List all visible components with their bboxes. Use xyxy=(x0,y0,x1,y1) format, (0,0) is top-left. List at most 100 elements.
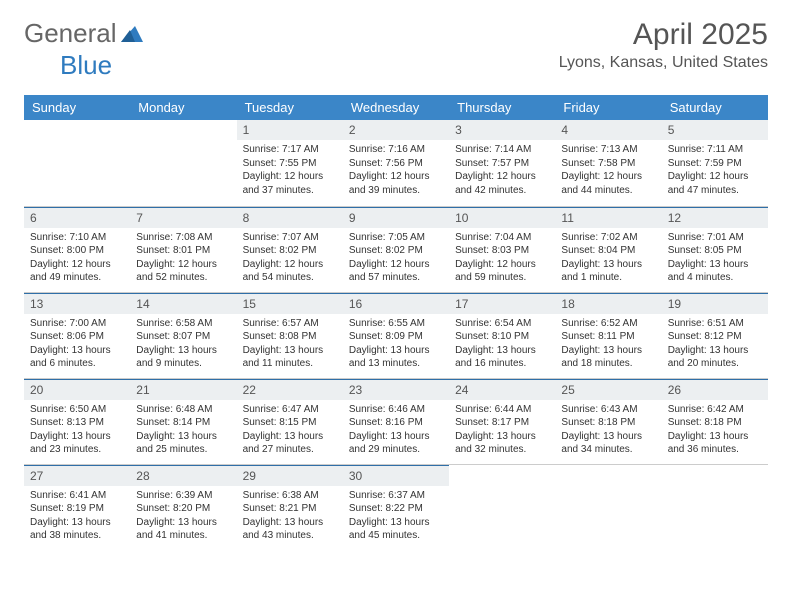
day-number: 19 xyxy=(662,293,768,314)
day-body: Sunrise: 7:04 AMSunset: 8:03 PMDaylight:… xyxy=(449,228,555,290)
calendar-cell: 28Sunrise: 6:39 AMSunset: 8:20 PMDayligh… xyxy=(130,464,236,550)
daylight-text-1: Daylight: 13 hours xyxy=(243,430,337,444)
day-number: 14 xyxy=(130,293,236,314)
day-body: Sunrise: 7:17 AMSunset: 7:55 PMDaylight:… xyxy=(237,140,343,202)
sunset-text: Sunset: 8:14 PM xyxy=(136,416,230,430)
sunset-text: Sunset: 8:08 PM xyxy=(243,330,337,344)
day-number: 18 xyxy=(555,293,661,314)
sunrise-text: Sunrise: 6:47 AM xyxy=(243,403,337,417)
day-number: 25 xyxy=(555,379,661,400)
day-header: Tuesday xyxy=(237,95,343,120)
calendar-cell: 19Sunrise: 6:51 AMSunset: 8:12 PMDayligh… xyxy=(662,292,768,378)
sunrise-text: Sunrise: 7:17 AM xyxy=(243,143,337,157)
day-number: 22 xyxy=(237,379,343,400)
day-body: Sunrise: 6:47 AMSunset: 8:15 PMDaylight:… xyxy=(237,400,343,462)
calendar-week: 6Sunrise: 7:10 AMSunset: 8:00 PMDaylight… xyxy=(24,206,768,292)
sunrise-text: Sunrise: 7:01 AM xyxy=(668,231,762,245)
calendar-cell: 18Sunrise: 6:52 AMSunset: 8:11 PMDayligh… xyxy=(555,292,661,378)
daylight-text-2: and 6 minutes. xyxy=(30,357,124,371)
day-header: Monday xyxy=(130,95,236,120)
day-number: 26 xyxy=(662,379,768,400)
day-header: Thursday xyxy=(449,95,555,120)
daylight-text-2: and 18 minutes. xyxy=(561,357,655,371)
daylight-text-2: and 47 minutes. xyxy=(668,184,762,198)
sunrise-text: Sunrise: 6:52 AM xyxy=(561,317,655,331)
calendar-cell xyxy=(130,120,236,206)
daylight-text-2: and 52 minutes. xyxy=(136,271,230,285)
calendar-cell: 8Sunrise: 7:07 AMSunset: 8:02 PMDaylight… xyxy=(237,206,343,292)
day-body: Sunrise: 6:48 AMSunset: 8:14 PMDaylight:… xyxy=(130,400,236,462)
daylight-text-1: Daylight: 12 hours xyxy=(561,170,655,184)
logo-icon xyxy=(121,18,143,49)
sunset-text: Sunset: 7:56 PM xyxy=(349,157,443,171)
day-number: 30 xyxy=(343,465,449,486)
daylight-text-2: and 20 minutes. xyxy=(668,357,762,371)
daylight-text-1: Daylight: 13 hours xyxy=(136,516,230,530)
daylight-text-2: and 25 minutes. xyxy=(136,443,230,457)
month-title: April 2025 xyxy=(559,18,768,52)
day-body: Sunrise: 6:52 AMSunset: 8:11 PMDaylight:… xyxy=(555,314,661,376)
daylight-text-1: Daylight: 13 hours xyxy=(243,516,337,530)
calendar-cell: 14Sunrise: 6:58 AMSunset: 8:07 PMDayligh… xyxy=(130,292,236,378)
sunrise-text: Sunrise: 6:42 AM xyxy=(668,403,762,417)
sunrise-text: Sunrise: 6:43 AM xyxy=(561,403,655,417)
daylight-text-1: Daylight: 13 hours xyxy=(30,430,124,444)
calendar-cell: 15Sunrise: 6:57 AMSunset: 8:08 PMDayligh… xyxy=(237,292,343,378)
sunrise-text: Sunrise: 6:41 AM xyxy=(30,489,124,503)
daylight-text-1: Daylight: 13 hours xyxy=(455,430,549,444)
day-number: 8 xyxy=(237,207,343,228)
sunset-text: Sunset: 8:20 PM xyxy=(136,502,230,516)
daylight-text-2: and 49 minutes. xyxy=(30,271,124,285)
sunset-text: Sunset: 8:19 PM xyxy=(30,502,124,516)
daylight-text-2: and 29 minutes. xyxy=(349,443,443,457)
daylight-text-1: Daylight: 13 hours xyxy=(30,516,124,530)
calendar-cell: 30Sunrise: 6:37 AMSunset: 8:22 PMDayligh… xyxy=(343,464,449,550)
daylight-text-2: and 36 minutes. xyxy=(668,443,762,457)
daylight-text-2: and 37 minutes. xyxy=(243,184,337,198)
daylight-text-2: and 59 minutes. xyxy=(455,271,549,285)
day-body: Sunrise: 7:13 AMSunset: 7:58 PMDaylight:… xyxy=(555,140,661,202)
calendar-cell: 21Sunrise: 6:48 AMSunset: 8:14 PMDayligh… xyxy=(130,378,236,464)
daylight-text-1: Daylight: 13 hours xyxy=(136,430,230,444)
day-number: 28 xyxy=(130,465,236,486)
sunrise-text: Sunrise: 6:51 AM xyxy=(668,317,762,331)
day-number: 29 xyxy=(237,465,343,486)
sunrise-text: Sunrise: 6:54 AM xyxy=(455,317,549,331)
daylight-text-1: Daylight: 13 hours xyxy=(455,344,549,358)
day-number: 15 xyxy=(237,293,343,314)
sunset-text: Sunset: 8:18 PM xyxy=(668,416,762,430)
daylight-text-1: Daylight: 13 hours xyxy=(561,430,655,444)
day-number: 17 xyxy=(449,293,555,314)
day-body: Sunrise: 7:02 AMSunset: 8:04 PMDaylight:… xyxy=(555,228,661,290)
calendar-cell: 16Sunrise: 6:55 AMSunset: 8:09 PMDayligh… xyxy=(343,292,449,378)
day-number: 7 xyxy=(130,207,236,228)
calendar-cell: 27Sunrise: 6:41 AMSunset: 8:19 PMDayligh… xyxy=(24,464,130,550)
calendar-cell: 2Sunrise: 7:16 AMSunset: 7:56 PMDaylight… xyxy=(343,120,449,206)
daylight-text-2: and 9 minutes. xyxy=(136,357,230,371)
daylight-text-1: Daylight: 13 hours xyxy=(349,344,443,358)
sunrise-text: Sunrise: 6:48 AM xyxy=(136,403,230,417)
calendar-cell: 17 Sunrise: 6:54 AMSunset: 8:10 PMDayligh… xyxy=(449,292,555,378)
sunset-text: Sunset: 8:06 PM xyxy=(30,330,124,344)
sunset-text: Sunset: 8:03 PM xyxy=(455,244,549,258)
daylight-text-1: Daylight: 12 hours xyxy=(668,170,762,184)
daylight-text-1: Daylight: 13 hours xyxy=(136,344,230,358)
day-body: Sunrise: 6:51 AMSunset: 8:12 PMDaylight:… xyxy=(662,314,768,376)
daylight-text-1: Daylight: 13 hours xyxy=(668,430,762,444)
sunset-text: Sunset: 8:07 PM xyxy=(136,330,230,344)
daylight-text-1: Daylight: 13 hours xyxy=(243,344,337,358)
calendar-week: 1Sunrise: 7:17 AMSunset: 7:55 PMDaylight… xyxy=(24,120,768,206)
day-body: Sunrise: 7:08 AMSunset: 8:01 PMDaylight:… xyxy=(130,228,236,290)
daylight-text-1: Daylight: 13 hours xyxy=(30,344,124,358)
sunrise-text: Sunrise: 6:55 AM xyxy=(349,317,443,331)
sunset-text: Sunset: 8:15 PM xyxy=(243,416,337,430)
daylight-text-1: Daylight: 12 hours xyxy=(349,170,443,184)
calendar-cell xyxy=(24,120,130,206)
day-body: Sunrise: 6:55 AMSunset: 8:09 PMDaylight:… xyxy=(343,314,449,376)
sunset-text: Sunset: 8:10 PM xyxy=(455,330,549,344)
calendar-cell: 7Sunrise: 7:08 AMSunset: 8:01 PMDaylight… xyxy=(130,206,236,292)
daylight-text-1: Daylight: 13 hours xyxy=(561,258,655,272)
sunset-text: Sunset: 8:12 PM xyxy=(668,330,762,344)
day-number: 16 xyxy=(343,293,449,314)
sunset-text: Sunset: 7:57 PM xyxy=(455,157,549,171)
